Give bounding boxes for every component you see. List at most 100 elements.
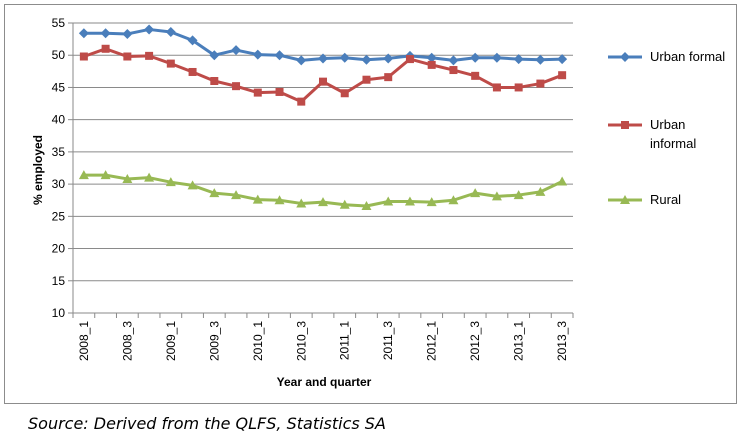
square-marker: [621, 121, 629, 129]
triangle-marker: [557, 176, 568, 186]
square-marker: [405, 55, 414, 64]
triangle-marker: [296, 198, 307, 208]
y-tick-label: 40: [52, 113, 66, 127]
y-tick-label: 30: [52, 177, 66, 191]
square-marker: [275, 87, 284, 96]
diamond-marker: [122, 28, 133, 39]
square-marker: [558, 71, 567, 80]
square-marker: [514, 83, 523, 92]
series-group: [78, 24, 568, 66]
axes: 10 15 20 25 30 35 40 45 50 55 2008_1 2008_3 2009_1 20…: [52, 16, 574, 361]
y-tick-label: 55: [52, 16, 66, 30]
y-tick-label: 10: [52, 306, 66, 320]
diamond-marker: [535, 54, 546, 65]
square-marker: [492, 83, 501, 92]
triangle-marker: [144, 172, 155, 182]
diamond-marker: [296, 55, 307, 66]
square-marker: [253, 88, 262, 97]
triangle-marker: [231, 190, 242, 200]
line-chart: 10 15 20 25 30 35 40 45 50 55 2008_1 2008_3 2009_1 20…: [31, 16, 725, 389]
x-tick-label: 2008_3: [120, 321, 134, 361]
triangle-marker: [165, 177, 176, 187]
diamond-marker: [209, 50, 220, 61]
triangle-marker: [187, 180, 198, 190]
diamond-marker: [318, 53, 328, 64]
y-tick-label: 15: [52, 274, 66, 288]
triangle-marker: [78, 170, 89, 180]
diamond-marker: [78, 28, 89, 39]
x-tick-label: 2010_3: [294, 321, 308, 361]
legend-item: Urban formal: [608, 49, 725, 64]
square-marker: [471, 71, 480, 80]
triangle-marker: [339, 199, 350, 209]
triangle-marker: [448, 195, 459, 205]
triangle-marker: [535, 186, 546, 196]
legend-label: Urban informal: [650, 117, 696, 151]
diamond-marker: [383, 53, 394, 64]
diamond-marker: [231, 45, 242, 56]
y-tick-label: 50: [52, 48, 66, 62]
y-tick-label: 45: [52, 80, 66, 94]
square-marker: [297, 97, 306, 106]
diamond-marker: [513, 54, 524, 65]
triangle-marker: [404, 196, 415, 206]
triangle-marker: [100, 170, 111, 180]
x-tick-label: 2010_1: [251, 321, 265, 361]
legend: Urban formal Urban informal Rural: [608, 49, 725, 207]
square-marker: [427, 60, 436, 69]
triangle-marker: [470, 188, 481, 198]
series-layer: [78, 24, 568, 211]
triangle-marker: [274, 195, 285, 205]
diamond-marker: [144, 24, 155, 35]
diamond-marker: [448, 55, 459, 66]
square-marker: [340, 89, 349, 98]
legend-item: Urban informal: [608, 117, 696, 151]
square-marker: [232, 82, 241, 91]
triangle-marker: [620, 195, 630, 204]
square-marker: [319, 77, 327, 86]
x-tick-label: 2009_3: [207, 321, 221, 361]
square-marker: [79, 52, 88, 61]
gridlines: [73, 22, 573, 282]
diamond-marker: [361, 54, 372, 65]
legend-label: Urban formal: [650, 49, 725, 64]
y-tick-label: 35: [52, 145, 66, 159]
square-marker: [166, 59, 175, 68]
triangle-marker: [252, 194, 263, 204]
triangle-marker: [513, 190, 524, 200]
diamond-marker: [100, 28, 111, 39]
x-tick-label: 2013_1: [512, 321, 526, 361]
chart-frame: 10 15 20 25 30 35 40 45 50 55 2008_1 2008_3 2009_1 20…: [4, 4, 737, 404]
series-group: [78, 170, 568, 211]
square-marker: [188, 67, 197, 76]
x-tick-label: 2013_3: [555, 321, 569, 361]
diamond-marker: [470, 52, 481, 63]
x-tick-label: 2009_1: [164, 321, 178, 361]
x-tick-label: 2012_1: [425, 321, 439, 361]
x-tick-label: 2008_1: [77, 321, 91, 361]
diamond-marker: [426, 52, 437, 63]
diamond-marker: [252, 49, 263, 60]
x-axis-title: Year and quarter: [277, 375, 372, 389]
square-marker: [210, 77, 219, 85]
diamond-marker: [491, 52, 502, 63]
series-group: [79, 44, 567, 106]
y-axis-title: % employed: [31, 135, 45, 205]
triangle-marker: [426, 197, 437, 207]
legend-item: Rural: [608, 192, 681, 207]
triangle-marker: [209, 188, 220, 198]
x-tick-label: 2011_1: [338, 321, 352, 360]
triangle-marker: [318, 197, 328, 207]
diamond-marker: [557, 54, 568, 65]
diamond-marker: [339, 52, 350, 63]
diamond-marker: [620, 52, 630, 62]
triangle-marker: [122, 173, 133, 183]
square-marker: [145, 51, 154, 60]
x-tick-label: 2012_3: [468, 321, 482, 361]
diamond-marker: [274, 50, 285, 61]
square-marker: [384, 73, 393, 82]
triangle-marker: [383, 196, 394, 206]
x-tick-label: 2011_3: [381, 321, 395, 360]
square-marker: [362, 75, 371, 84]
legend-label: Rural: [650, 192, 681, 207]
